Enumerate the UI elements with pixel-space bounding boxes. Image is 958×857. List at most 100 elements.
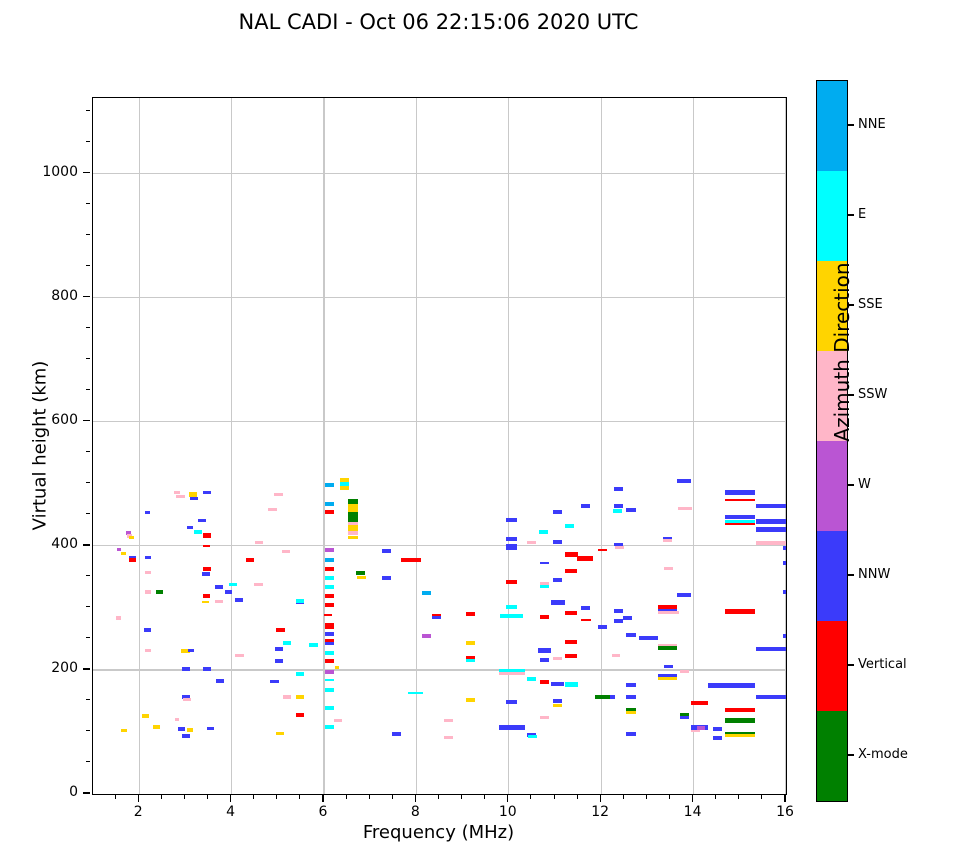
data-mark [528,734,538,738]
colorbar-tick [848,664,854,666]
x-minor-tick [438,795,439,799]
data-mark [553,698,563,703]
data-mark [202,491,211,495]
x-major-tick [691,795,694,802]
colorbar-segment-NNW [817,531,847,621]
data-mark [202,600,210,603]
colorbar-tick [848,484,854,486]
data-mark [324,679,334,682]
data-mark [577,555,594,561]
data-mark [677,593,692,598]
data-mark [565,640,578,645]
colorbar-segment-X-mode [817,711,847,801]
data-mark [625,732,636,737]
data-mark [347,511,358,519]
data-mark [324,638,334,643]
data-mark [612,653,621,657]
chart-title: NAL CADI - Oct 06 22:15:06 2020 UTC [238,10,639,34]
data-mark [598,549,608,552]
x-minor-tick [299,795,301,799]
data-mark [613,504,623,509]
data-mark [680,712,690,717]
data-mark [400,558,421,563]
data-mark [296,672,305,677]
data-mark [506,579,518,584]
y-tick-label: 1000 [42,163,78,180]
x-tick-label: 10 [498,804,517,820]
colorbar-tick-label: Vertical [858,657,907,672]
x-minor-tick [253,795,255,799]
data-mark [564,681,578,687]
gridline-horizontal [93,669,786,671]
x-minor-tick [461,795,463,799]
colorbar [816,80,848,802]
data-mark [189,497,198,501]
data-mark [444,736,454,740]
data-mark [498,668,525,673]
data-mark [324,510,334,515]
data-mark [324,557,334,562]
data-mark [658,608,678,612]
data-mark [116,548,121,552]
data-mark [324,651,334,656]
data-mark [334,665,339,669]
x-tick-label: 8 [410,804,420,820]
data-mark [339,485,349,490]
data-mark [553,656,563,660]
data-mark [724,490,755,496]
x-minor-tick [183,795,185,799]
y-minor-tick [86,513,90,515]
data-mark [444,719,454,723]
data-mark [506,518,518,523]
x-minor-tick [645,795,647,799]
data-mark [275,646,284,651]
data-mark [724,707,755,712]
data-mark [407,691,423,694]
data-mark [724,718,755,724]
data-mark [613,543,623,547]
colorbar-segment-E [817,171,847,261]
data-mark [755,647,786,652]
data-mark [613,609,623,613]
data-mark [155,590,163,595]
x-axis-label: Frequency (MHz) [362,822,515,843]
gridline-vertical [600,98,602,794]
data-mark [625,683,636,688]
data-mark [324,501,334,506]
data-mark [225,590,233,595]
y-minor-tick [86,761,90,763]
data-mark [282,549,291,553]
data-mark [782,560,786,565]
data-mark [465,612,475,617]
data-mark [392,731,402,736]
data-mark [202,533,211,539]
x-major-tick [784,795,786,802]
data-mark [691,700,709,705]
data-mark [755,526,786,532]
data-mark [614,618,624,623]
data-mark [724,608,755,614]
gridline-vertical [138,98,140,794]
data-mark [538,529,548,534]
y-minor-tick [86,358,90,360]
data-mark [670,611,680,615]
data-mark [680,715,690,719]
data-mark [610,695,616,700]
data-mark [551,681,565,686]
data-mark [254,583,264,587]
data-mark [658,611,678,615]
x-tick-label: 6 [318,804,328,820]
x-minor-tick [484,795,486,799]
data-mark [181,694,190,699]
data-mark [203,594,211,599]
data-mark [324,659,334,664]
data-mark [755,503,786,508]
data-mark [120,552,126,556]
data-mark [347,504,358,510]
data-mark [356,570,366,575]
data-mark [296,599,305,604]
data-mark [625,507,636,512]
data-mark [207,727,215,731]
colorbar-segment-SSE [817,261,847,351]
